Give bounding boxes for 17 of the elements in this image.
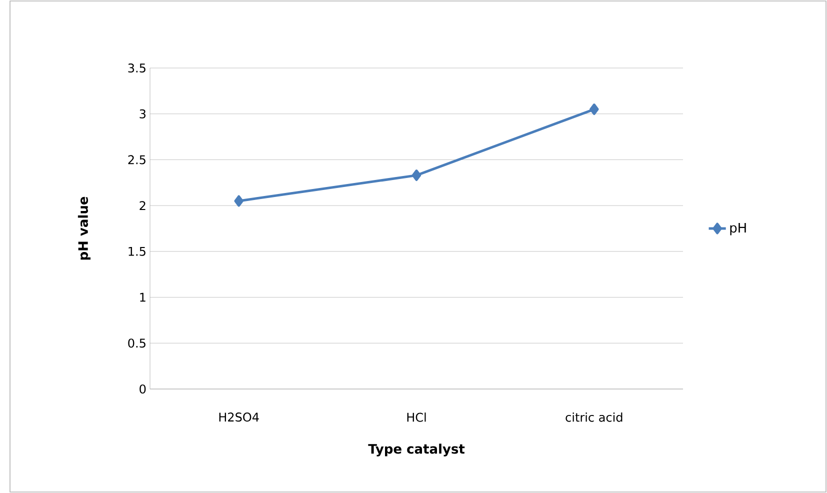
y-tick-label: 3	[140, 109, 146, 118]
point	[412, 170, 422, 182]
legend-label: pH	[730, 223, 746, 236]
x-tick-label: HCl	[407, 412, 426, 422]
x-tick-label: citric acid	[566, 412, 622, 422]
x-axis-title: Type catalyst	[368, 444, 465, 456]
y-tick-label: 1	[140, 292, 146, 302]
y-tick-label: 3.5	[128, 63, 146, 73]
x-tick-label: H2SO4	[219, 412, 259, 422]
y-tick-label: 0	[140, 384, 146, 394]
y-axis-title: pH value	[78, 196, 91, 260]
y-tick-label: 0.5	[128, 338, 146, 348]
y-tick-label: 2	[140, 201, 146, 210]
point	[234, 195, 244, 207]
y-tick-label: 2.5	[128, 155, 146, 164]
y-tick-label: 1.5	[128, 246, 146, 256]
point	[590, 104, 599, 116]
